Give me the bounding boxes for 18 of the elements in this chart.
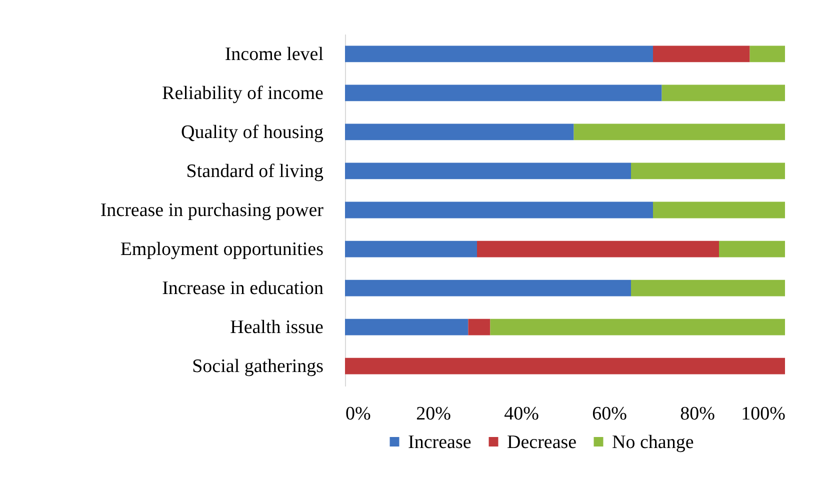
legend-label: Decrease [507, 432, 577, 453]
y-tick-label: Increase in purchasing power [100, 200, 324, 221]
y-tick-label: Reliability of income [162, 82, 324, 104]
y-tick-label: Social gatherings [192, 356, 324, 378]
y-tick-label: Employment opportunities [120, 239, 324, 260]
y-tick-label: Quality of housing [181, 122, 324, 143]
x-tick-label: 60% [592, 404, 628, 424]
x-tick-label: 20% [416, 404, 452, 424]
y-tick-label: Income level [224, 44, 324, 65]
x-tick-label: 100% [741, 404, 786, 424]
y-tick-label: Increase in education [162, 278, 324, 300]
legend-label: No change [612, 432, 694, 453]
x-tick-label: 40% [504, 404, 540, 424]
x-tick-label: 0% [346, 404, 371, 424]
y-tick-label: Health issue [230, 317, 324, 338]
y-tick-label: Standard of living [186, 160, 324, 182]
x-tick-label: 80% [680, 404, 716, 424]
legend-label: Increase [408, 432, 472, 453]
